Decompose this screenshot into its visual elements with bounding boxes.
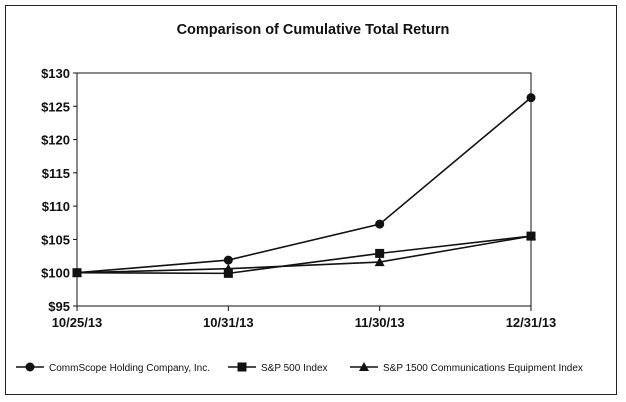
y-tick-label: $120 xyxy=(41,133,70,148)
x-tick-label: 10/31/13 xyxy=(203,315,254,330)
y-tick-label: $110 xyxy=(42,199,70,214)
legend-label: S&P 1500 Communications Equipment Index xyxy=(383,363,583,374)
chart-frame xyxy=(5,5,617,395)
y-tick-label: $100 xyxy=(41,266,70,281)
legend-marker-square xyxy=(237,362,247,372)
data-point-triangle xyxy=(374,257,385,267)
legend-label: S&P 500 Index xyxy=(261,363,328,374)
legend-marker-circle xyxy=(25,362,35,372)
data-point-square xyxy=(526,231,536,241)
y-tick-label: $125 xyxy=(41,99,70,114)
data-point-circle xyxy=(223,255,233,265)
plot-area xyxy=(76,72,532,307)
x-tick-label: 10/25/13 xyxy=(52,315,103,330)
legend-label: CommScope Holding Company, Inc. xyxy=(49,363,210,374)
data-point-circle xyxy=(375,219,385,229)
data-point-square xyxy=(223,268,233,278)
x-tick-label: 11/30/13 xyxy=(355,315,405,330)
data-point-circle xyxy=(72,268,82,278)
y-tick-label: $130 xyxy=(41,66,70,81)
legend-marker-triangle xyxy=(359,362,369,371)
y-tick-label: $115 xyxy=(42,166,70,181)
chart-title: Comparison of Cumulative Total Return xyxy=(176,22,450,38)
series-line-triangle xyxy=(76,235,532,274)
data-point-square xyxy=(375,248,385,258)
y-tick-label: $95 xyxy=(48,299,70,314)
series-line-square xyxy=(76,235,532,275)
y-tick-label: $105 xyxy=(41,232,70,247)
series-line-circle xyxy=(76,97,532,274)
data-point-circle xyxy=(526,93,536,103)
x-tick-label: 12/31/13 xyxy=(506,315,557,330)
